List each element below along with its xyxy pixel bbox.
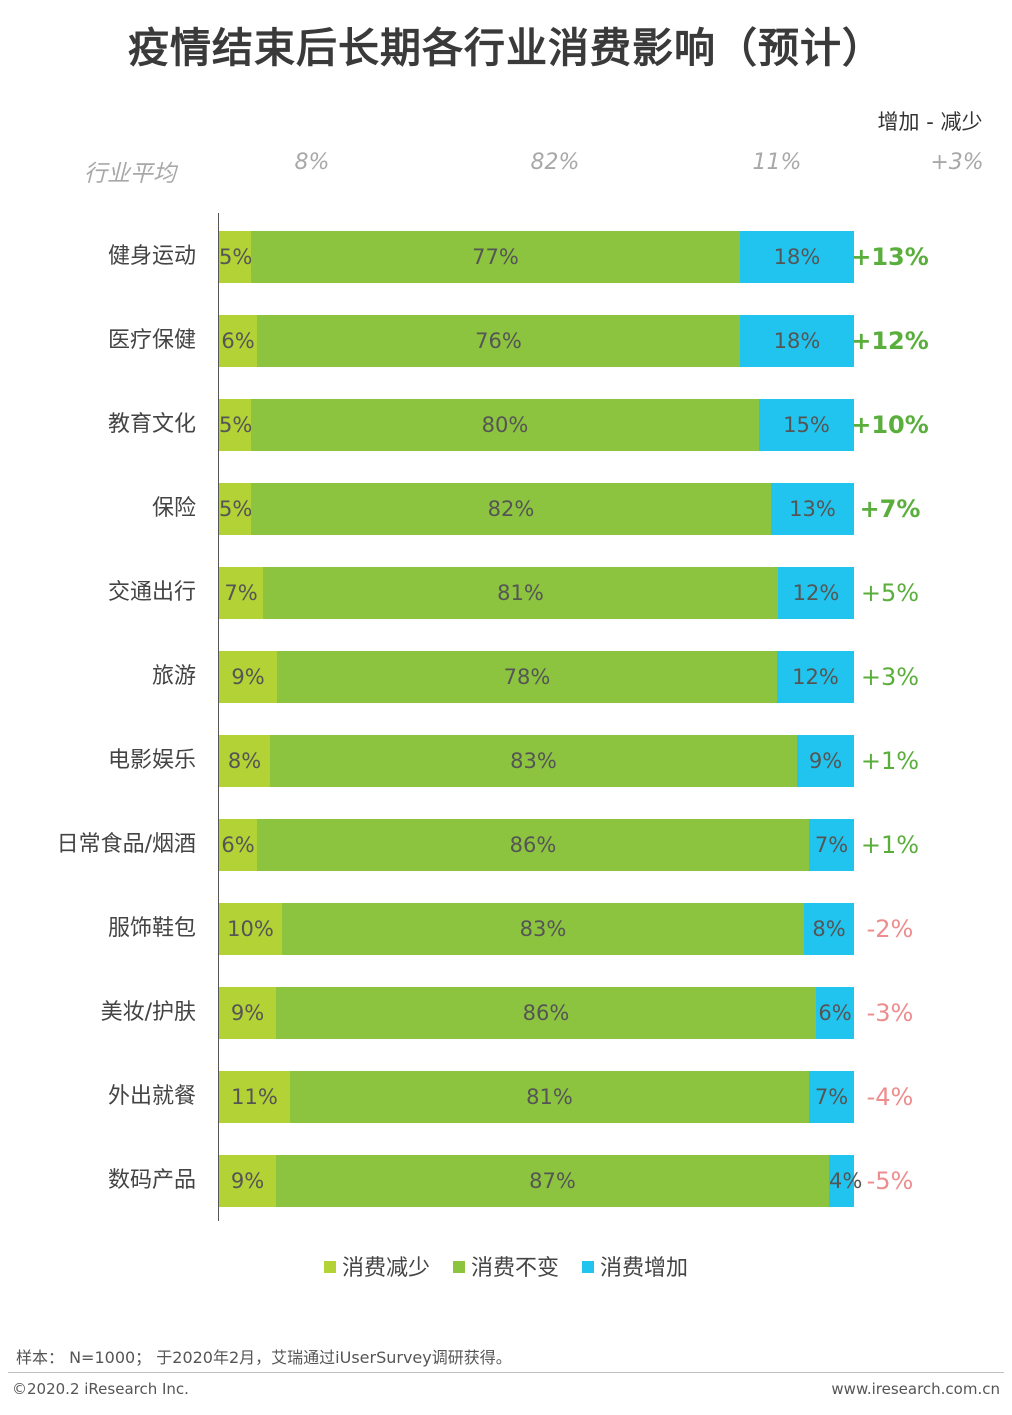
net-change-value: +1% bbox=[860, 747, 920, 775]
legend-item-unchanged: 消费不变 bbox=[452, 1250, 559, 1282]
bar-segment-unchanged: 77% bbox=[251, 231, 740, 283]
net-change-value: -5% bbox=[866, 1167, 914, 1195]
category-label: 交通出行 bbox=[107, 580, 196, 605]
net-change-value: +1% bbox=[860, 831, 920, 859]
category-label: 美妆/护肤 bbox=[100, 1000, 196, 1025]
bar-segment-unchanged: 86% bbox=[276, 987, 816, 1039]
legend-swatch-decrease bbox=[323, 1261, 336, 1273]
net-column-header: 增加 - 减少 bbox=[877, 110, 983, 134]
bar-segment-unchanged: 81% bbox=[290, 1071, 809, 1123]
average-label: 行业平均 bbox=[84, 161, 176, 187]
net-change-value: +12% bbox=[851, 327, 929, 355]
legend-item-decrease: 消费减少 bbox=[323, 1250, 430, 1282]
bar-segment-unchanged: 76% bbox=[257, 315, 740, 367]
bar-segment-decrease: 6% bbox=[219, 819, 257, 871]
category-label: 医疗保健 bbox=[107, 328, 196, 353]
bar-segment-unchanged: 81% bbox=[263, 567, 778, 619]
legend-label-increase: 消费增加 bbox=[600, 1256, 689, 1281]
bar-segment-decrease: 5% bbox=[219, 483, 252, 535]
bar-segment-unchanged: 80% bbox=[251, 399, 759, 451]
category-label: 日常食品/烟酒 bbox=[56, 832, 196, 857]
net-change-value: -4% bbox=[866, 1083, 914, 1111]
average-increase: 11% bbox=[752, 150, 802, 175]
bar-segment-decrease: 9% bbox=[219, 987, 276, 1039]
bar-segment-decrease: 9% bbox=[219, 1155, 276, 1207]
bar-segment-unchanged: 83% bbox=[282, 903, 804, 955]
bar-segment-increase: 18% bbox=[740, 231, 854, 283]
bar-segment-increase: 13% bbox=[771, 483, 854, 535]
website-link[interactable]: www.iresearch.com.cn bbox=[831, 1380, 1000, 1398]
bar-segment-unchanged: 87% bbox=[276, 1155, 829, 1207]
bar-segment-increase: 8% bbox=[804, 903, 854, 955]
bar-segment-decrease: 5% bbox=[219, 399, 252, 451]
net-change-value: +7% bbox=[859, 495, 921, 523]
legend-label-unchanged: 消费不变 bbox=[470, 1256, 559, 1281]
bar-segment-decrease: 8% bbox=[219, 735, 270, 787]
bar-segment-unchanged: 78% bbox=[277, 651, 777, 703]
industry-average-row: 行业平均 8% 82% 11% +3% bbox=[0, 150, 1012, 187]
bar-segment-unchanged: 83% bbox=[270, 735, 797, 787]
legend-swatch-unchanged bbox=[452, 1261, 465, 1273]
average-net: +3% bbox=[930, 150, 984, 175]
average-decrease: 8% bbox=[294, 150, 330, 175]
bar-segment-decrease: 10% bbox=[219, 903, 282, 955]
bar-segment-decrease: 6% bbox=[219, 315, 257, 367]
bar-segment-increase: 15% bbox=[759, 399, 854, 451]
average-unchanged: 82% bbox=[530, 150, 580, 175]
legend-item-increase: 消费增加 bbox=[582, 1250, 688, 1282]
bar-segment-decrease: 5% bbox=[219, 231, 252, 283]
bar-segment-unchanged: 82% bbox=[251, 483, 771, 535]
legend: 消费减少 消费不变 消费增加 bbox=[0, 1250, 1012, 1282]
bar-segment-increase: 9% bbox=[797, 735, 854, 787]
bar-segment-increase: 18% bbox=[740, 315, 854, 367]
chart-title: 疫情结束后长期各行业消费影响（预计） bbox=[128, 24, 884, 72]
net-change-value: -2% bbox=[866, 915, 914, 943]
net-change-value: +5% bbox=[860, 579, 920, 607]
bar-segment-decrease: 9% bbox=[219, 651, 277, 703]
bar-segment-increase: 7% bbox=[809, 1071, 854, 1123]
net-change-value: +13% bbox=[851, 243, 929, 271]
net-change-value: +10% bbox=[851, 411, 929, 439]
category-label: 教育文化 bbox=[107, 412, 196, 437]
sample-note: 样本： N=1000； 于2020年2月，艾瑞通过iUserSurvey调研获得… bbox=[16, 1348, 512, 1367]
category-label: 旅游 bbox=[151, 664, 196, 689]
net-change-value: +3% bbox=[860, 663, 920, 691]
bar-segment-unchanged: 86% bbox=[257, 819, 809, 871]
category-label: 保险 bbox=[151, 496, 196, 521]
bar-segment-decrease: 11% bbox=[219, 1071, 290, 1123]
category-label: 电影娱乐 bbox=[107, 748, 196, 773]
category-axis-line bbox=[218, 213, 219, 1221]
bar-segment-increase: 12% bbox=[778, 567, 854, 619]
category-label: 外出就餐 bbox=[107, 1084, 196, 1109]
net-change-value: -3% bbox=[866, 999, 914, 1027]
footer-divider bbox=[8, 1372, 1004, 1373]
category-label: 服饰鞋包 bbox=[107, 916, 196, 941]
legend-swatch-increase bbox=[582, 1261, 594, 1273]
category-label: 健身运动 bbox=[107, 244, 196, 269]
legend-label-decrease: 消费减少 bbox=[341, 1256, 430, 1281]
category-label: 数码产品 bbox=[107, 1168, 196, 1193]
bar-segment-increase: 12% bbox=[777, 651, 854, 703]
bar-segment-increase: 7% bbox=[809, 819, 854, 871]
copyright: ©2020.2 iResearch Inc. bbox=[12, 1380, 189, 1398]
bar-segment-increase: 6% bbox=[816, 987, 854, 1039]
bar-segment-decrease: 7% bbox=[219, 567, 263, 619]
